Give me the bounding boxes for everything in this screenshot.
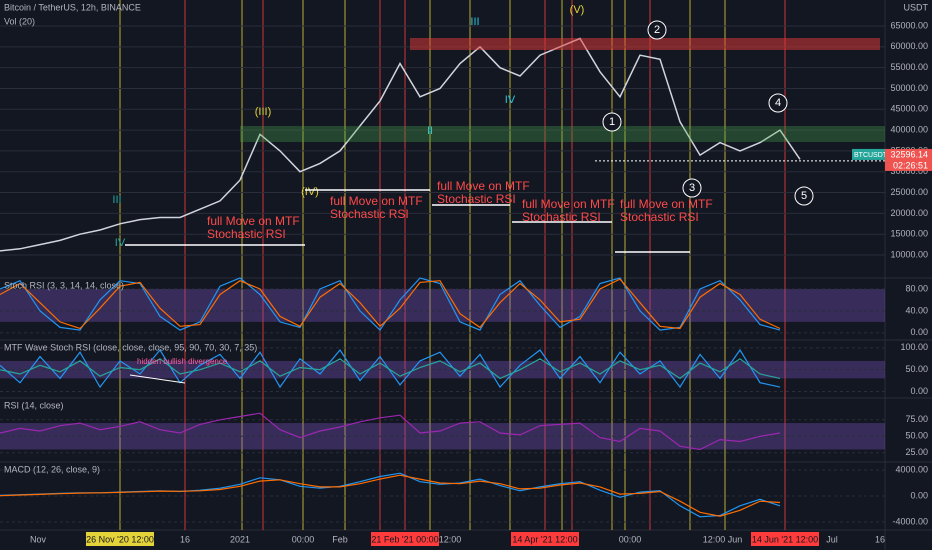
y-tick-label: 55000.00: [890, 62, 928, 72]
move-note: full Move on MTF Stochastic RSI: [437, 179, 530, 206]
band: [0, 423, 885, 450]
x-tick-label: Feb: [332, 534, 348, 544]
x-tick-label: 14 Jun '21 12:00: [752, 534, 818, 544]
last-price: 32596.14: [890, 149, 928, 159]
wave-label: 5: [801, 190, 807, 202]
panel-subtitle: Vol (20): [4, 16, 35, 26]
move-note: full Move on MTF Stochastic RSI: [330, 194, 423, 221]
wave-label: (V): [570, 4, 585, 16]
y-tick-label: 60000.00: [890, 41, 928, 51]
series-line: [0, 277, 781, 332]
y-tick-label: 4000.00: [895, 464, 928, 474]
wave-circle: [768, 93, 788, 113]
x-tick-label: 16: [180, 534, 190, 544]
wave-label: 4: [775, 97, 781, 109]
wave-label: 2: [654, 24, 660, 36]
x-label-bg: [511, 532, 579, 546]
countdown: 02:26:51: [893, 160, 928, 170]
y-tick-label: 75.00: [905, 414, 928, 424]
panel-title: MTF Wave Stoch RSI (close, close, close,…: [4, 342, 257, 352]
x-tick-label: 00:00: [619, 534, 642, 544]
wave-label: (IV): [301, 186, 319, 198]
y-tick-label: 65000.00: [890, 20, 928, 30]
series-line: [0, 474, 781, 517]
symbol-label: BTCUSDT: [854, 152, 888, 159]
x-tick-label: 16: [875, 534, 885, 544]
panel-title: MACD (12, 26, close, 9): [4, 464, 100, 474]
wave-label: III: [112, 194, 121, 206]
panel-title: RSI (14, close): [4, 400, 64, 410]
wave-label: IV: [115, 237, 126, 249]
wave-circle: [602, 112, 622, 132]
wave-circle: [647, 20, 667, 40]
symbol-tag: [852, 148, 885, 160]
wave-label: II: [427, 125, 433, 137]
y-tick-label: 30000.00: [890, 166, 928, 176]
x-tick-label: 00:00: [292, 534, 315, 544]
y-tick-label: 40.00: [905, 305, 928, 315]
wave-label: 3: [689, 182, 695, 194]
x-tick-label: Nov: [30, 534, 47, 544]
y-tick-label: 10000.00: [890, 249, 928, 259]
wave-circle: [682, 178, 702, 198]
axis-bg: [885, 0, 932, 550]
y-tick-label: 45000.00: [890, 104, 928, 114]
band: [0, 288, 885, 322]
series-line: [0, 412, 781, 451]
support-zone: [240, 126, 885, 142]
series-line: [0, 278, 781, 330]
x-tick-label: 21 Feb '21 00:00: [371, 534, 438, 544]
price-tag: [885, 148, 932, 171]
wave-label: III: [470, 16, 479, 28]
x-label-bg: [86, 532, 154, 546]
x-tick-label: 2021: [230, 534, 250, 544]
x-tick-label: 14 Apr '21 12:00: [512, 534, 577, 544]
x-tick-label: Jun: [728, 534, 743, 544]
move-note: full Move on MTF Stochastic RSI: [620, 197, 713, 224]
wave-label: (III): [255, 106, 272, 118]
y-tick-label: 50.00: [905, 364, 928, 374]
x-tick-label: Jul: [826, 534, 838, 544]
arrow: [129, 374, 186, 384]
y-tick-label: 50000.00: [890, 83, 928, 93]
series-line: [0, 37, 801, 252]
y-tick-label: 50.00: [905, 431, 928, 441]
y-tick-label: 15000.00: [890, 229, 928, 239]
move-note: full Move on MTF Stochastic RSI: [522, 197, 615, 224]
x-tick-label: 12:00: [439, 534, 462, 544]
y-tick-label: 25000.00: [890, 187, 928, 197]
divergence-note: hidden bullish divergence: [137, 357, 228, 366]
y-tick-label: 0.00: [910, 327, 928, 337]
panel-title: Bitcoin / TetherUS, 12h, BINANCE: [4, 2, 141, 12]
y-tick-label: 80.00: [905, 283, 928, 293]
series-line: [0, 472, 781, 518]
x-tick-label: 12:00: [703, 534, 726, 544]
y-tick-label: 40000.00: [890, 124, 928, 134]
move-note: full Move on MTF Stochastic RSI: [207, 214, 300, 241]
x-label-bg: [371, 532, 439, 546]
y-tick-label: 20000.00: [890, 208, 928, 218]
wave-label: 1: [609, 116, 615, 128]
y-tick-label: -4000.00: [892, 516, 928, 526]
resistance-zone: [410, 38, 880, 50]
panel-title: Stoch RSI (3, 3, 14, 14, close): [4, 280, 124, 290]
wave-circle: [794, 186, 814, 206]
series-line: [0, 358, 781, 380]
y-tick-label: 100.00: [900, 342, 928, 352]
y-tick-label: 25.00: [905, 447, 928, 457]
x-tick-label: 26 Nov '20 12:00: [86, 534, 154, 544]
x-label-bg: [751, 532, 819, 546]
y-tick-label: 0.00: [910, 386, 928, 396]
wave-label: IV: [505, 94, 516, 106]
currency: USDT: [904, 2, 929, 12]
y-tick-label: 0.00: [910, 490, 928, 500]
